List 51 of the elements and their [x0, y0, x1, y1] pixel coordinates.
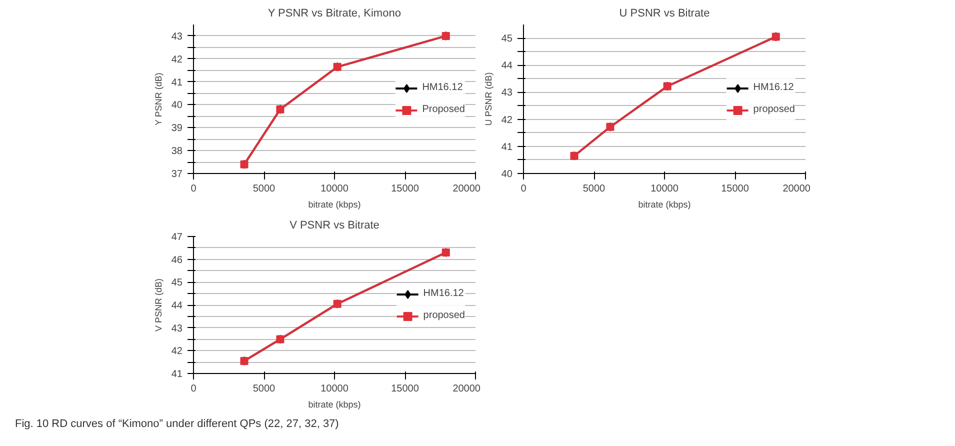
y-tick-label: 42 [171, 54, 183, 66]
y-tick-label: 42 [171, 346, 183, 358]
y-axis-title: V PSNR (dB) [153, 278, 164, 332]
caption: Fig. 10 RD curves of “Kimono” under different QPs (22, 27, 32, 37) [15, 417, 339, 432]
y-axis-title: U PSNR (dB) [483, 72, 494, 126]
legend-label: HM16.12 [422, 82, 463, 93]
y-tick-label: 45 [501, 34, 513, 45]
y-tick-label: 47 [171, 232, 183, 243]
x-tick-label: 20000 [782, 184, 811, 194]
x-tick-label: 5000 [252, 384, 276, 394]
x-tick-label: 20000 [452, 184, 481, 194]
legend-label: HM16.12 [753, 82, 794, 93]
legend-label: proposed [423, 310, 465, 321]
x-tick-label: 0 [190, 184, 197, 194]
y-tick-label: 40 [171, 100, 183, 112]
chart-title: V PSNR vs Bitrate [290, 220, 380, 232]
y-tick-label: 45 [171, 278, 183, 289]
legend-label: proposed [753, 104, 795, 115]
legend-label: HM16.12 [423, 288, 464, 299]
y-tick-label: 44 [501, 60, 513, 72]
y-tick-label: 43 [171, 31, 183, 42]
y-tick-label: 41 [171, 77, 183, 88]
y-axis-title: Y PSNR (dB) [153, 72, 164, 126]
x-tick-label: 10000 [320, 384, 349, 394]
x-axis-title: bitrate (kbps) [308, 200, 361, 210]
y-tick-label: 44 [171, 300, 183, 312]
y-tick-label: 41 [171, 369, 183, 380]
x-tick-label: 15000 [391, 184, 420, 194]
x-axis-title: bitrate (kbps) [638, 200, 691, 210]
y-tick-label: 46 [171, 254, 183, 266]
x-tick-label: 0 [520, 184, 527, 194]
x-tick-label: 5000 [252, 184, 276, 194]
x-tick-label: 15000 [391, 384, 420, 394]
x-tick-label: 10000 [650, 184, 679, 194]
y-tick-label: 37 [171, 169, 183, 180]
y-tick-label: 38 [171, 146, 183, 158]
y-tick-label: 43 [171, 323, 183, 334]
chart-title: U PSNR vs Bitrate [619, 8, 710, 20]
chart-title: Y PSNR vs Bitrate, Kimono [268, 8, 401, 20]
x-tick-label: 0 [190, 384, 197, 394]
y-tick-label: 39 [171, 123, 183, 134]
y-tick-label: 43 [501, 88, 513, 99]
y-tick-label: 42 [501, 114, 513, 126]
x-tick-label: 15000 [721, 184, 750, 194]
x-tick-label: 20000 [452, 384, 481, 394]
y-tick-label: 41 [501, 142, 513, 153]
y-tick-label: 40 [501, 169, 513, 180]
x-tick-label: 5000 [582, 184, 606, 194]
x-tick-label: 10000 [320, 184, 349, 194]
x-axis-title: bitrate (kbps) [308, 400, 361, 410]
legend-label: Proposed [422, 104, 465, 115]
